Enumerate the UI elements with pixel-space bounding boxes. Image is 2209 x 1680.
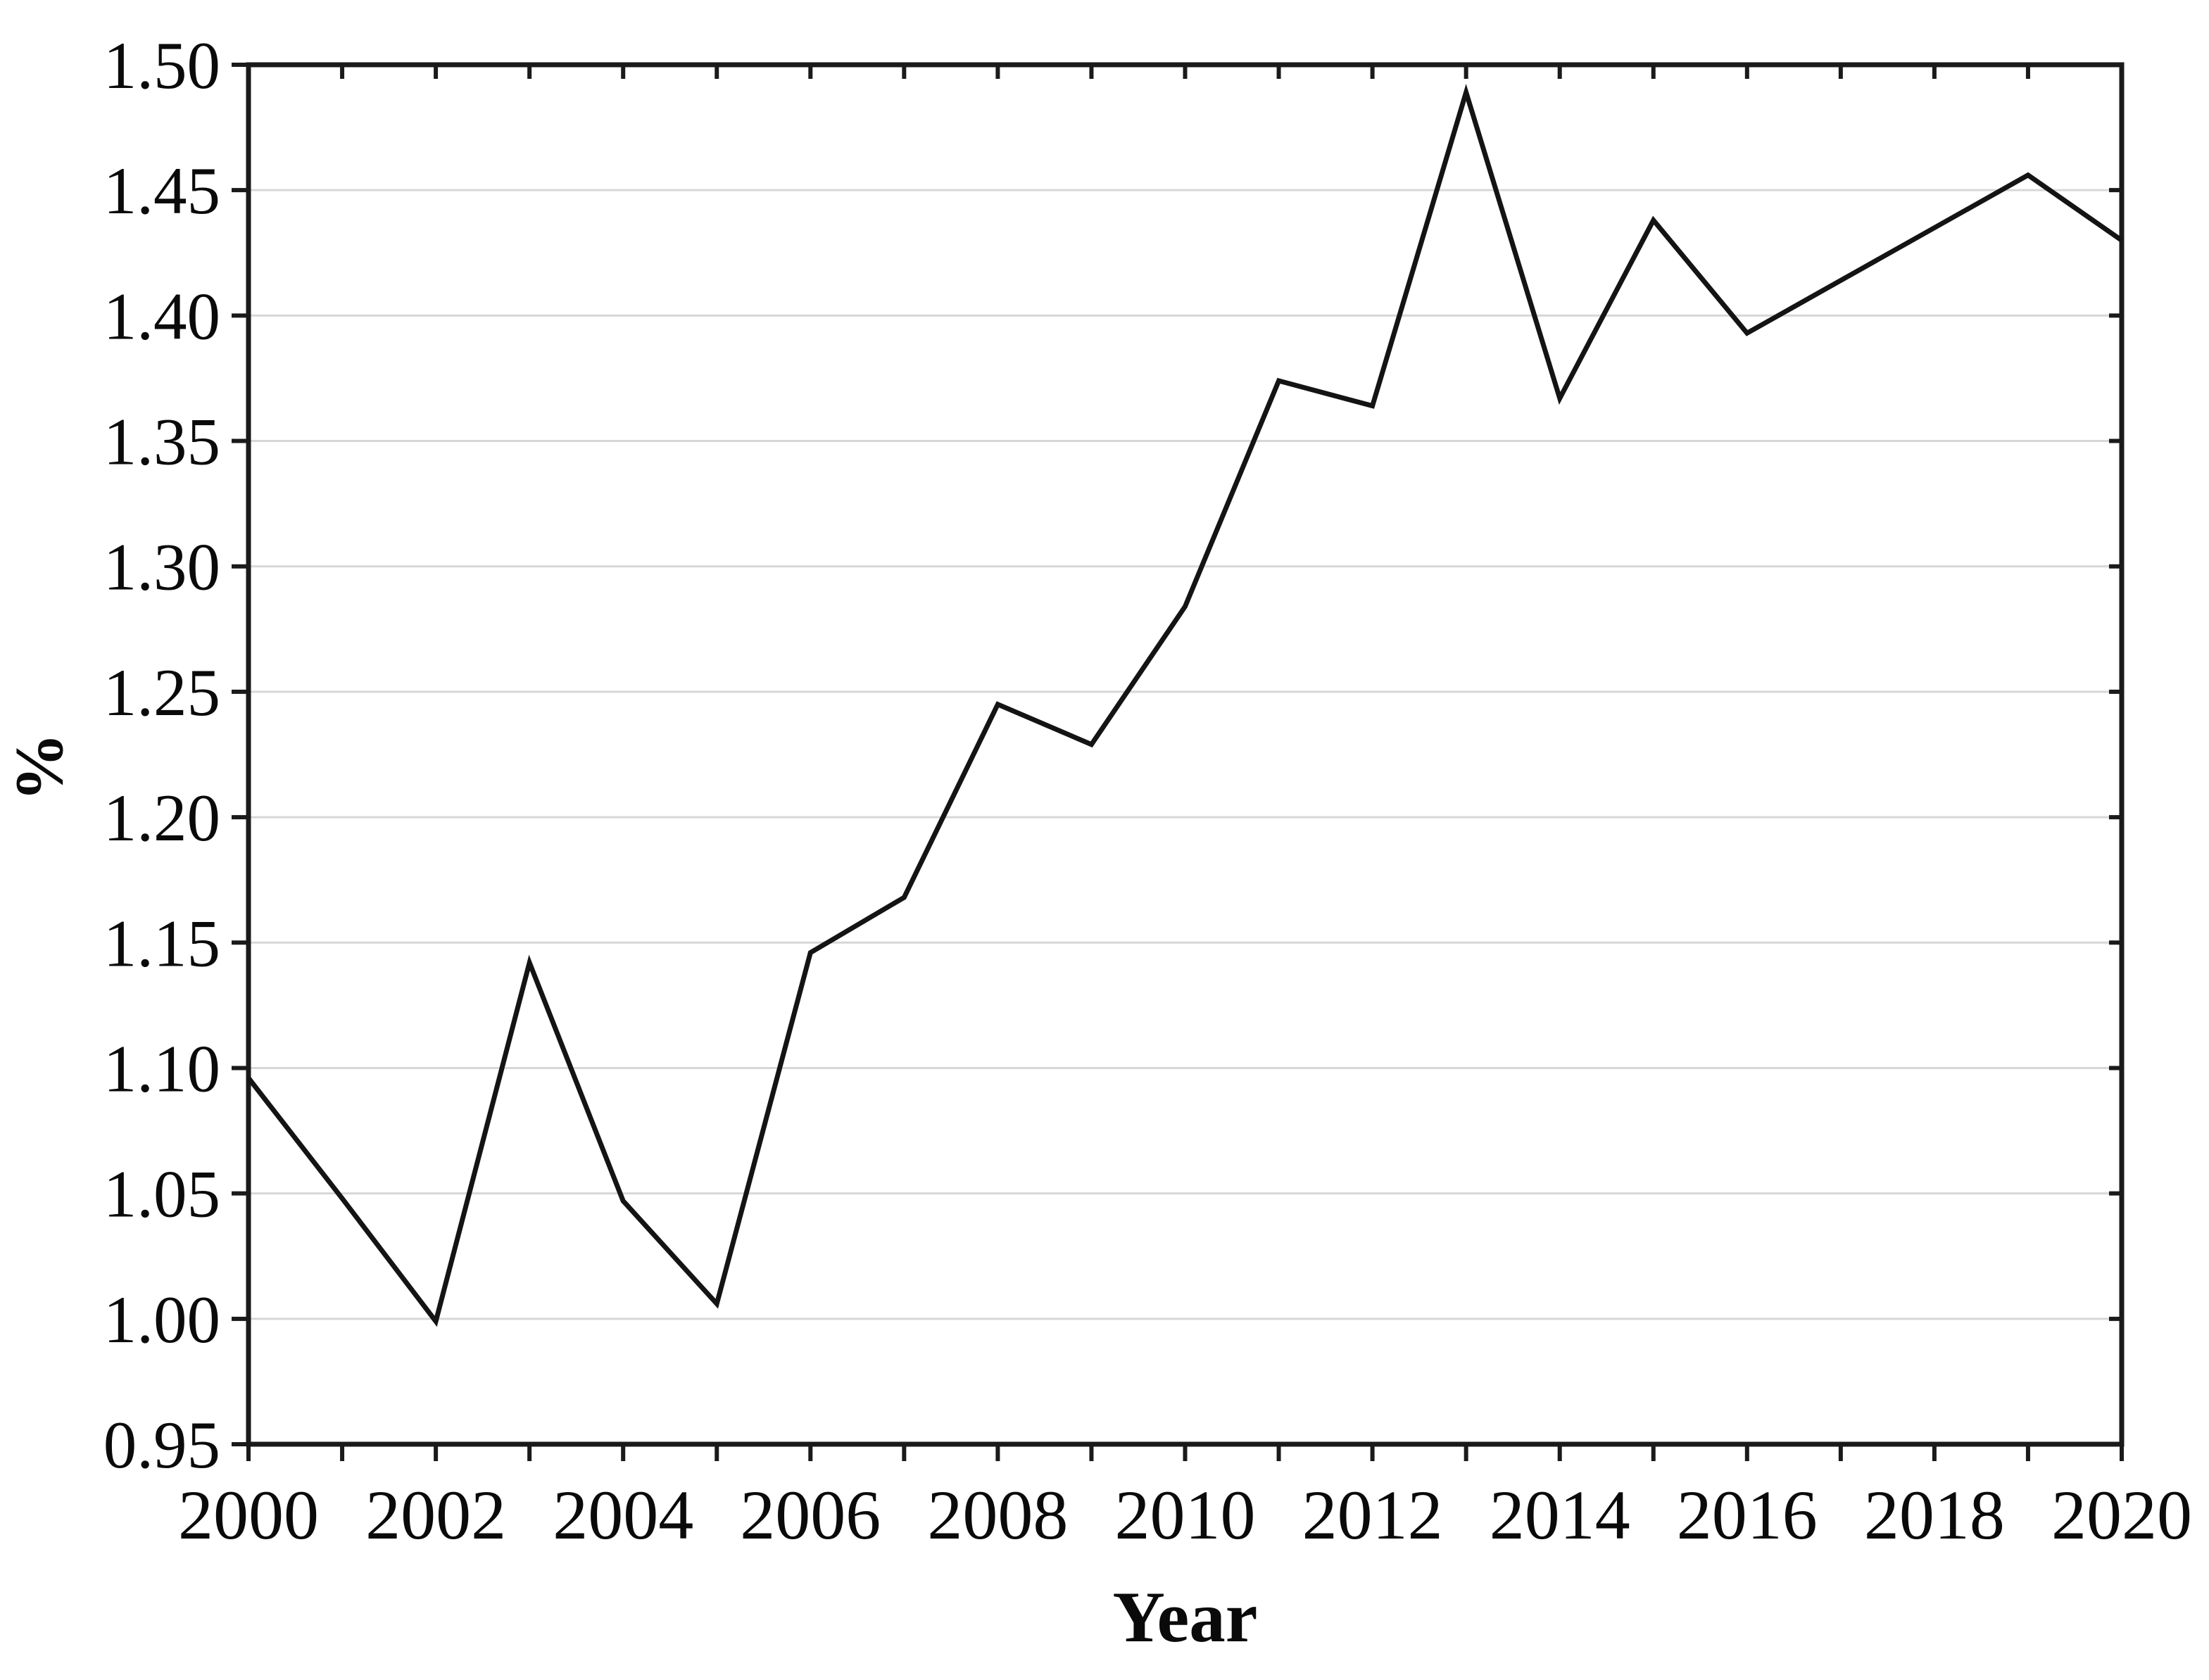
x-tick-label: 2006 [740,1476,881,1554]
y-tick-label: 1.40 [103,279,220,353]
x-tick-label: 2000 [178,1476,319,1554]
x-tick-label: 2018 [1864,1476,2005,1554]
y-tick-label: 1.20 [103,781,220,855]
x-tick-label: 2008 [927,1476,1068,1554]
data-line [246,84,2124,1327]
y-tick-label: 1.25 [103,655,220,730]
x-tick-label: 2004 [553,1476,693,1554]
y-tick-label: 1.10 [103,1031,220,1106]
y-tick-label: 1.50 [103,28,220,103]
y-tick-label: 1.35 [103,405,220,479]
x-tick-label: 2014 [1490,1476,1630,1554]
x-tick-label: 2012 [1302,1476,1443,1554]
x-tick-label: 2020 [2051,1476,2192,1554]
y-tick-label: 1.45 [103,153,220,228]
y-tick-label: 1.00 [103,1282,220,1357]
x-tick-label: 2016 [1677,1476,1818,1554]
y-tick-label: 1.15 [103,906,220,980]
x-axis-title: Year [1113,1577,1258,1657]
x-tick-label: 2002 [365,1476,506,1554]
x-tick-label: 2010 [1115,1476,1256,1554]
y-tick-label: 1.30 [103,530,220,605]
y-tick-label: 1.05 [103,1157,220,1232]
y-tick-label: 0.95 [103,1408,220,1482]
y-axis-title: % [1,733,77,802]
